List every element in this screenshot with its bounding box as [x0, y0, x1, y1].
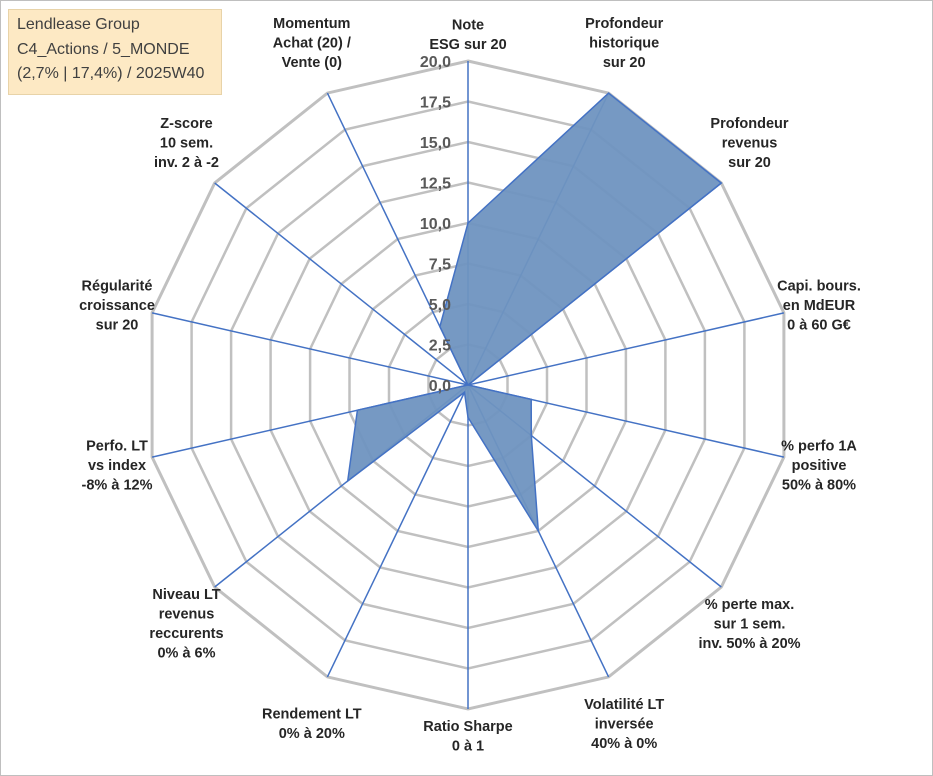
axis-label: Régularité croissance sur 20	[79, 278, 155, 333]
title-line-2: C4_Actions / 5_MONDE	[17, 40, 190, 58]
tick-label: 17,5	[420, 95, 451, 112]
tick-label: 12,5	[420, 176, 451, 193]
radar-tick-labels: 0,0 2,5 5,0 7,5 10,0 12,5 15,0 17,5 20,0	[420, 54, 451, 395]
axis-label: % perte max. sur 1 sem. inv. 50% à 20%	[698, 597, 800, 652]
axis-label: Rendement LT 0% à 20%	[262, 707, 362, 743]
tick-label: 15,0	[420, 135, 451, 152]
tick-label: 5,0	[429, 297, 451, 314]
axis-spoke	[214, 182, 469, 386]
radar-axis-labels: Note ESG sur 20 Profondeur historique sur 20…	[79, 16, 861, 754]
axis-label: % perfo 1A positive 50% à 80%	[781, 439, 857, 494]
tick-label: 10,0	[420, 216, 451, 233]
axis-label: Profondeur revenus sur 20	[710, 116, 788, 171]
axis-label: Volatilité LT inversée 40% à 0%	[584, 697, 664, 752]
axis-spoke	[151, 312, 469, 386]
axis-spoke	[326, 384, 469, 678]
tick-label: 2,5	[429, 338, 451, 355]
radar-series	[346, 92, 723, 532]
tick-label: 0,0	[429, 378, 451, 395]
series-area	[346, 92, 723, 532]
tick-label: 20,0	[420, 54, 451, 71]
title-line-1: Lendlease Group	[17, 16, 140, 33]
title-line-3: (2,7% | 17,4%) / 2025W40	[17, 65, 205, 82]
axis-label: Niveau LT revenus reccurents 0% à 6%	[149, 587, 223, 662]
tick-label: 7,5	[429, 257, 451, 274]
axis-label: Momentum Achat (20) / Vente (0)	[273, 16, 351, 71]
axis-label: Profondeur historique sur 20	[585, 16, 663, 71]
axis-spoke	[467, 312, 785, 386]
axis-label: Perfo. LT vs index -8% à 12%	[82, 439, 153, 494]
title-box: Lendlease Group C4_Actions / 5_MONDE (2,…	[8, 9, 222, 95]
axis-label: Z-score 10 sem. inv. 2 à -2	[154, 116, 219, 171]
axis-label: Capi. bours. en MdEUR 0 à 60 G€	[777, 278, 861, 333]
axis-label: Note ESG sur 20	[429, 18, 506, 54]
axis-label: Ratio Sharpe 0 à 1	[423, 719, 512, 755]
